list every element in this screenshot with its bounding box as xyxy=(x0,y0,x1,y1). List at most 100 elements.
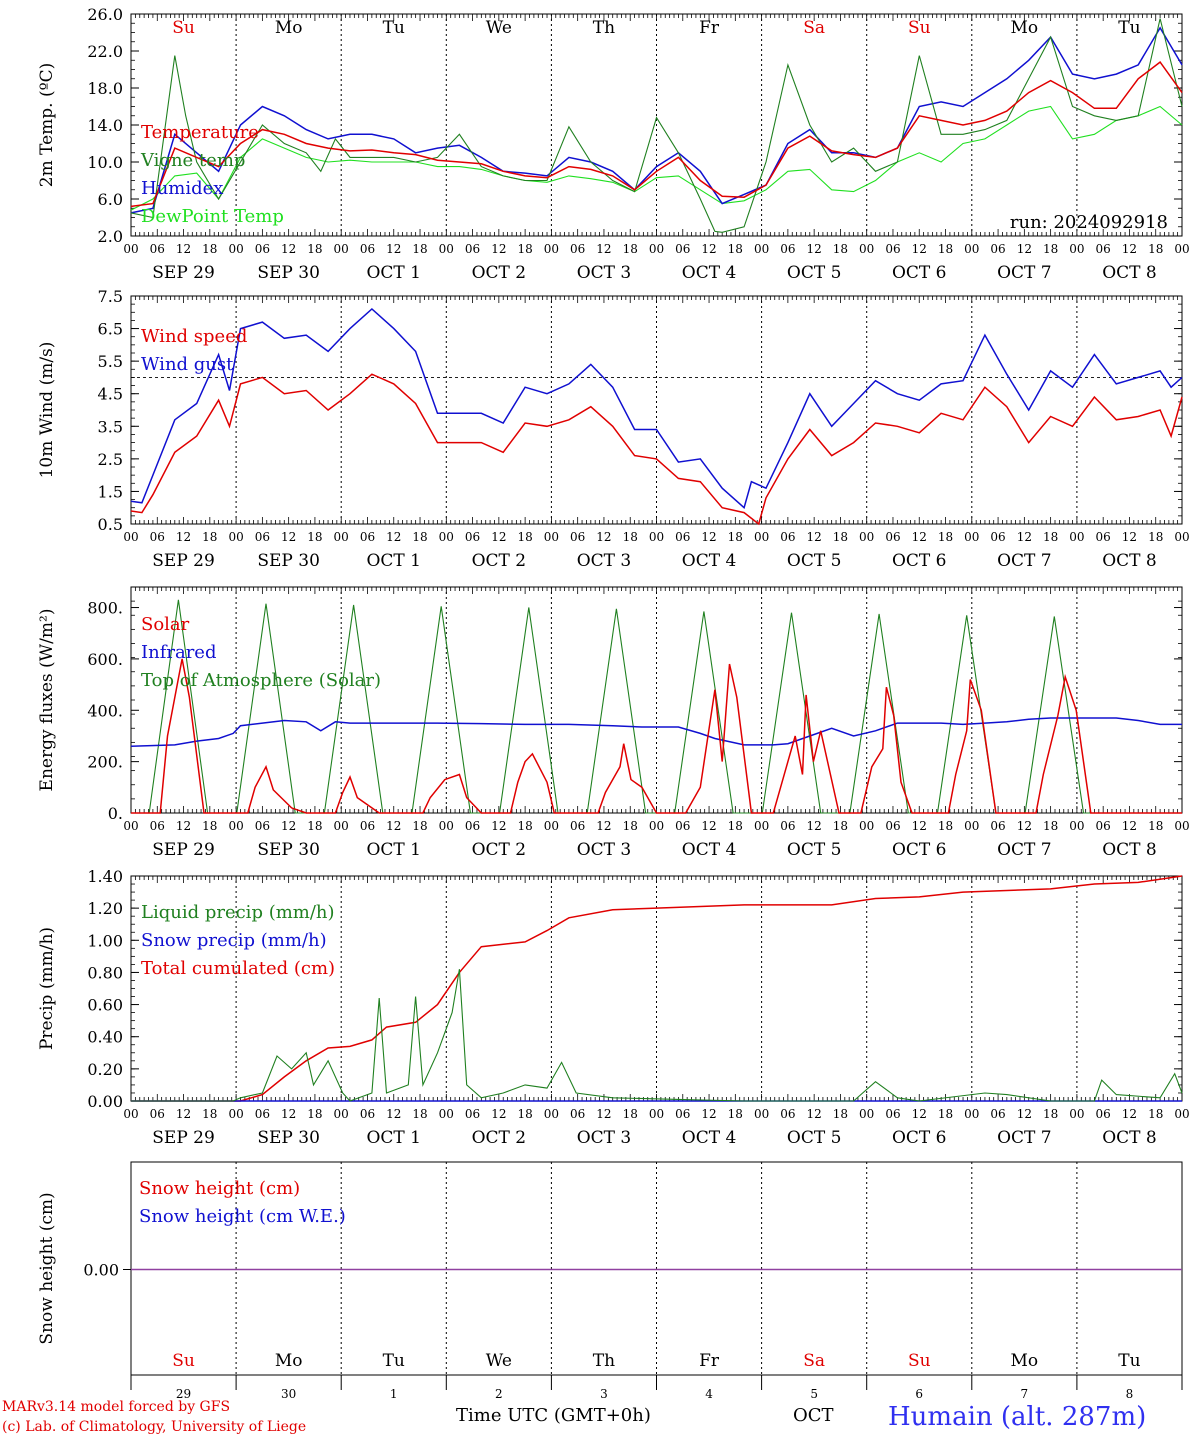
hour-tick-label: 06 xyxy=(885,242,900,256)
hour-tick-label: 12 xyxy=(491,819,506,833)
hour-tick-label: 06 xyxy=(150,819,165,833)
hour-tick-label: 18 xyxy=(1148,242,1163,256)
hour-tick-label: 06 xyxy=(255,242,270,256)
hour-tick-label: 06 xyxy=(360,242,375,256)
series-line-total-cumulated-cm- xyxy=(131,875,1183,1102)
hour-tick-label: 12 xyxy=(912,1107,927,1121)
day-name-top: We xyxy=(486,18,512,38)
hour-tick-label: 00 xyxy=(859,1107,874,1121)
legend-label: Solar xyxy=(141,614,190,635)
hour-tick-label: 00 xyxy=(859,530,874,544)
y-tick-label: 4.5 xyxy=(98,385,123,404)
hour-tick-label: 00 xyxy=(1069,242,1084,256)
hour-tick-label: 18 xyxy=(412,1107,427,1121)
footer-model-line: MARv3.14 model forced by GFS xyxy=(2,1399,231,1415)
legend-label: Top of Atmosphere (Solar) xyxy=(141,670,381,691)
y-tick-label: 3.5 xyxy=(98,417,123,436)
hour-tick-label: 12 xyxy=(1122,242,1137,256)
hour-tick-label: 12 xyxy=(176,819,191,833)
y-tick-label: 22.0 xyxy=(87,42,123,61)
hour-tick-label: 12 xyxy=(1122,819,1137,833)
hour-tick-label: 00 xyxy=(649,530,664,544)
hour-tick-label: 00 xyxy=(334,530,349,544)
y-tick-label: 0.00 xyxy=(87,1092,123,1111)
day-number: 7 xyxy=(1021,1387,1029,1401)
hour-tick-label: 18 xyxy=(1148,530,1163,544)
day-name-top: Mo xyxy=(1011,18,1039,38)
y-tick-label: 200. xyxy=(87,753,123,772)
hour-tick-label: 00 xyxy=(228,242,243,256)
date-label: SEP 29 xyxy=(152,840,215,860)
hour-tick-label: 18 xyxy=(833,819,848,833)
hour-tick-label: 12 xyxy=(596,530,611,544)
hour-tick-label: 18 xyxy=(728,530,743,544)
legend-label: Infrared xyxy=(141,642,216,663)
date-label: SEP 29 xyxy=(152,263,215,283)
date-label: OCT 4 xyxy=(682,1128,737,1148)
legend-label: Snow precip (mm/h) xyxy=(141,930,327,951)
station-label: Humain (alt. 287m) xyxy=(888,1402,1147,1432)
hour-tick-label: 00 xyxy=(544,1107,559,1121)
y-tick-label: 2.0 xyxy=(98,227,123,246)
hour-tick-label: 12 xyxy=(1017,819,1032,833)
hour-tick-label: 18 xyxy=(728,242,743,256)
hour-tick-label: 18 xyxy=(517,819,532,833)
date-label: OCT 3 xyxy=(577,1128,632,1148)
legend-label: Humidex xyxy=(141,178,223,199)
day-name-top: Mo xyxy=(275,18,303,38)
hour-tick-label: 00 xyxy=(649,242,664,256)
hour-tick-label: 18 xyxy=(307,530,322,544)
day-name-bottom: Su xyxy=(908,1351,931,1371)
date-label: OCT 1 xyxy=(366,263,421,283)
hour-tick-label: 06 xyxy=(360,819,375,833)
hour-tick-label: 06 xyxy=(990,242,1005,256)
legend-label: Wind gust xyxy=(141,354,234,375)
series-line-wind-speed xyxy=(130,373,1183,526)
hour-tick-label: 00 xyxy=(544,530,559,544)
hour-tick-label: 00 xyxy=(228,819,243,833)
hour-tick-label: 12 xyxy=(1017,242,1032,256)
date-label: OCT 3 xyxy=(577,263,632,283)
day-number: 8 xyxy=(1126,1387,1134,1401)
hour-tick-label: 06 xyxy=(465,1107,480,1121)
hour-tick-label: 00 xyxy=(439,242,454,256)
hour-tick-label: 00 xyxy=(439,819,454,833)
date-label: OCT 5 xyxy=(787,1128,842,1148)
hour-tick-label: 00 xyxy=(1069,1107,1084,1121)
hour-tick-label: 06 xyxy=(570,819,585,833)
hour-tick-label: 18 xyxy=(307,1107,322,1121)
hour-tick-label: 06 xyxy=(360,1107,375,1121)
y-tick-label: 0.80 xyxy=(87,963,123,982)
hour-tick-label: 06 xyxy=(780,819,795,833)
date-label: OCT 6 xyxy=(892,840,947,860)
run-label: run: 2024092918 xyxy=(1010,212,1168,233)
hour-tick-label: 12 xyxy=(1122,1107,1137,1121)
hour-tick-label: 12 xyxy=(912,242,927,256)
day-name-bottom: Mo xyxy=(1011,1351,1039,1371)
y-tick-label: 6.0 xyxy=(98,190,123,209)
hour-tick-label: 00 xyxy=(228,1107,243,1121)
y-tick-label: 10.0 xyxy=(87,153,123,172)
hour-tick-label: 00 xyxy=(544,819,559,833)
hour-tick-label: 18 xyxy=(1043,1107,1058,1121)
day-name-top: Su xyxy=(172,18,195,38)
date-label: OCT 6 xyxy=(892,1128,947,1148)
hour-tick-label: 06 xyxy=(360,530,375,544)
y-tick-label: 18.0 xyxy=(87,79,123,98)
hour-tick-label: 12 xyxy=(912,530,927,544)
date-label: OCT 5 xyxy=(787,263,842,283)
hour-tick-label: 18 xyxy=(728,1107,743,1121)
hour-tick-label: 12 xyxy=(596,819,611,833)
date-label: OCT 2 xyxy=(472,551,527,571)
legend-label: Wind speed xyxy=(141,326,247,347)
hour-tick-label: 06 xyxy=(255,819,270,833)
hour-tick-label: 00 xyxy=(754,242,769,256)
y-tick-label: 0.60 xyxy=(87,996,123,1015)
hour-tick-label: 18 xyxy=(517,530,532,544)
hour-tick-label: 06 xyxy=(150,242,165,256)
hour-tick-label: 18 xyxy=(623,819,638,833)
hour-tick-label: 06 xyxy=(1096,530,1111,544)
day-number: 5 xyxy=(810,1387,818,1401)
hour-tick-label: 06 xyxy=(150,530,165,544)
day-number: 1 xyxy=(390,1387,398,1401)
